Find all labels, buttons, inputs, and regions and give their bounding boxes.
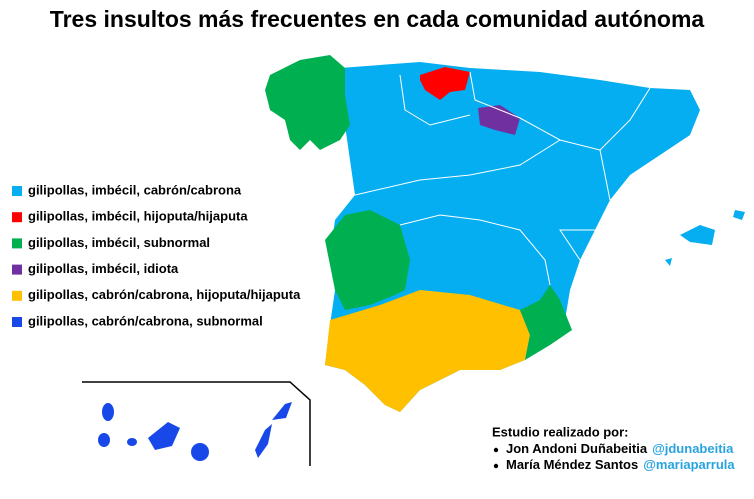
region-murcia: [520, 285, 572, 360]
legend-label: gilipollas, cabrón/cabrona, hijoputa/hij…: [28, 287, 301, 302]
region-cantabria: [420, 67, 470, 100]
region-extremadura: [325, 210, 410, 310]
region-baleares: [733, 210, 745, 220]
author-handle[interactable]: @jdunabeitia: [652, 441, 734, 456]
bullet: [493, 447, 499, 453]
region-border: [559, 229, 595, 261]
island: [255, 424, 272, 458]
legend-label: gilipollas, imbécil, idiota: [28, 261, 179, 276]
author-line: Jon Andoni Duñabeitia @jdunabeitia: [506, 441, 734, 456]
island: [148, 422, 180, 450]
bullet: [493, 463, 499, 469]
author-handle[interactable]: @mariaparrula: [643, 457, 735, 472]
legend-label: gilipollas, cabrón/cabrona, subnormal: [28, 313, 263, 328]
island: [98, 433, 110, 447]
region-galicia: [265, 55, 350, 150]
region-border: [599, 87, 651, 151]
region-baleares: [665, 258, 672, 266]
legend-swatch: [12, 317, 22, 327]
region-border: [354, 139, 561, 196]
island: [191, 443, 209, 461]
author-name: María Méndez Santos: [506, 457, 638, 472]
legend-swatch: [12, 290, 22, 301]
region-border: [399, 214, 551, 286]
region-baleares: [680, 225, 715, 245]
legend: gilipollas, imbécil, cabrón/cabrona gilip…: [12, 182, 301, 328]
credits-heading: Estudio realizado por:: [492, 424, 629, 439]
island: [127, 438, 137, 446]
title: Tres insultos más frecuentes en cada com…: [50, 6, 705, 32]
legend-label: gilipollas, imbécil, cabrón/cabrona: [28, 182, 242, 197]
region-andalucia: [325, 290, 530, 412]
legend-swatch: [12, 238, 22, 249]
legend-label: gilipollas, imbécil, subnormal: [28, 235, 210, 250]
legend-label: gilipollas, imbécil, hijoputa/hijaputa: [28, 209, 248, 224]
region-border: [399, 74, 471, 126]
inset-frame: [82, 381, 311, 466]
canary-inset: [82, 381, 311, 466]
island: [102, 403, 114, 421]
spain-map: [265, 55, 745, 412]
credits: Estudio realizado por: Jon Andoni Duñabe…: [492, 424, 735, 472]
legend-swatch: [12, 212, 22, 223]
region-border: [469, 71, 611, 201]
author-line: María Méndez Santos @mariaparrula: [506, 457, 735, 472]
legend-swatch: [12, 264, 22, 275]
island: [272, 402, 292, 420]
region-la-rioja: [478, 105, 520, 135]
legend-swatch: [12, 186, 22, 196]
author-name: Jon Andoni Duñabeitia: [506, 441, 648, 456]
